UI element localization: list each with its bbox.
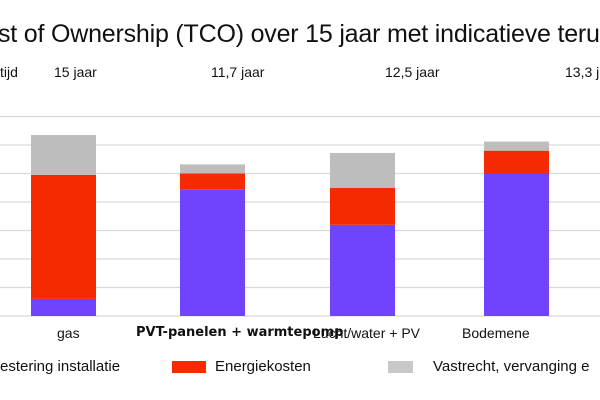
legend-label-energiekosten: Energiekosten: [215, 358, 311, 375]
bar-segment-0-0: [31, 298, 96, 316]
bar-segment-2-2: [330, 152, 395, 188]
payback-row-label: tijd: [0, 64, 18, 80]
legend-label-investering: estering installatie: [0, 358, 121, 375]
bar-segment-1-1: [180, 173, 245, 190]
category-label-bodem: Bodemene: [462, 325, 530, 341]
bar-segment-3-1: [484, 150, 549, 174]
bar-segment-0-1: [31, 174, 96, 299]
payback-value-gas: 15 jaar: [54, 64, 97, 80]
bar-segment-2-1: [330, 187, 395, 225]
chart-title: st of Ownership (TCO) over 15 jaar met i…: [0, 20, 600, 48]
bar-segment-3-2: [484, 141, 549, 151]
category-label-lucht: Lucht/water + PV: [313, 325, 421, 341]
legend-swatch-energiekosten: [172, 361, 206, 373]
bar-segment-2-0: [330, 224, 395, 316]
payback-value-pvt: 11,7 jaar: [211, 64, 265, 80]
legend-swatch-vastrecht: [388, 361, 413, 373]
payback-value-bodem: 13,3 j: [565, 64, 600, 80]
category-label-gas: gas: [57, 325, 80, 341]
bar-segment-3-0: [484, 173, 549, 316]
bar-segment-1-2: [180, 164, 245, 174]
category-label-pvt: PVT-panelen + warmtepomp: [136, 325, 344, 340]
legend-label-vastrecht: Vastrecht, vervanging e: [433, 358, 590, 375]
bar-segment-1-0: [180, 189, 245, 316]
payback-value-lucht: 12,5 jaar: [385, 64, 440, 80]
bar-segment-0-2: [31, 135, 96, 175]
